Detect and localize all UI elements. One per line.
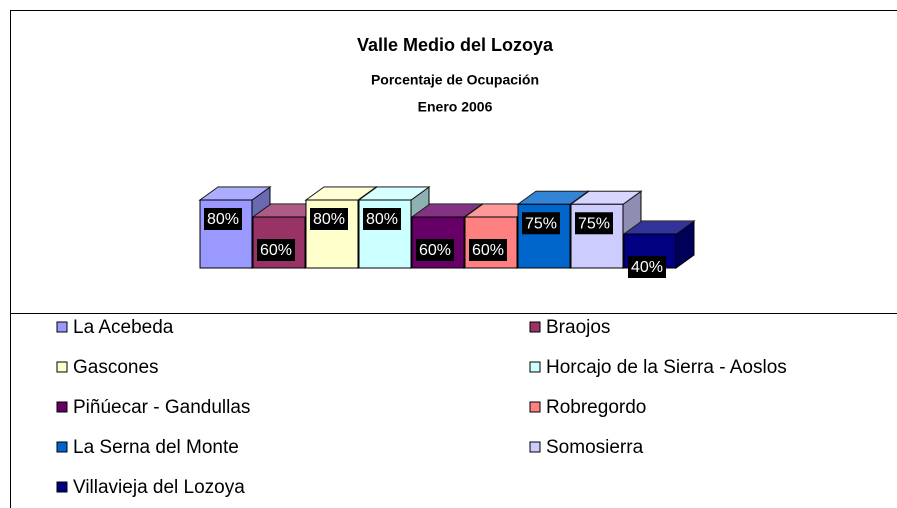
legend-swatch bbox=[56, 321, 68, 333]
legend-label: Horcajo de la Sierra - Aoslos bbox=[546, 357, 787, 378]
legend-swatch bbox=[529, 401, 541, 413]
data-label: 60% bbox=[472, 242, 504, 259]
legend-label: La Serna del Monte bbox=[73, 437, 239, 458]
legend-label: Villavieja del Lozoya bbox=[73, 477, 245, 498]
data-label-box bbox=[310, 208, 348, 230]
data-label: 40% bbox=[631, 259, 663, 276]
bar-top-shade bbox=[359, 187, 429, 200]
data-label-box bbox=[469, 239, 507, 261]
data-label-box bbox=[628, 256, 666, 278]
legend-label: La Acebeda bbox=[73, 317, 174, 338]
legend-label: Piñúecar - Gandullas bbox=[73, 397, 250, 418]
data-label: 80% bbox=[313, 211, 345, 228]
chart-subtitle: Enero 2006 bbox=[418, 99, 493, 115]
data-label: 60% bbox=[260, 242, 292, 259]
data-label: 75% bbox=[525, 215, 557, 232]
bar-top-shade bbox=[412, 204, 482, 217]
data-label: 80% bbox=[207, 211, 239, 228]
bar-top-shade bbox=[200, 187, 270, 200]
bar-side-shade bbox=[676, 221, 694, 268]
legend-swatch bbox=[529, 441, 541, 453]
data-label-box bbox=[522, 212, 560, 235]
data-label: 80% bbox=[366, 211, 398, 228]
bar-top-shade bbox=[571, 191, 641, 205]
legend-swatch bbox=[56, 441, 68, 453]
legend-swatch bbox=[529, 361, 541, 373]
legend-swatch bbox=[529, 321, 541, 333]
legend-swatch bbox=[56, 401, 68, 413]
data-label: 75% bbox=[578, 215, 610, 232]
data-label-box bbox=[257, 239, 295, 261]
chart-title: Valle Medio del Lozoya bbox=[357, 35, 554, 55]
data-label-box bbox=[416, 239, 454, 261]
data-label-box bbox=[575, 212, 613, 235]
legend-swatch bbox=[56, 481, 68, 493]
legend-label: Somosierra bbox=[546, 437, 644, 458]
chart-subtitle: Porcentaje de Ocupación bbox=[371, 72, 539, 88]
bar-top-shade bbox=[306, 187, 376, 200]
legend-label: Robregordo bbox=[546, 397, 646, 418]
data-label-box bbox=[363, 208, 401, 230]
bar-top-shade bbox=[624, 221, 694, 234]
bar-top-shade bbox=[518, 191, 588, 205]
data-label: 60% bbox=[419, 242, 451, 259]
legend-label: Braojos bbox=[546, 317, 610, 338]
legend-swatch bbox=[56, 361, 68, 373]
data-label-box bbox=[204, 208, 242, 230]
legend-label: Gascones bbox=[73, 357, 159, 378]
